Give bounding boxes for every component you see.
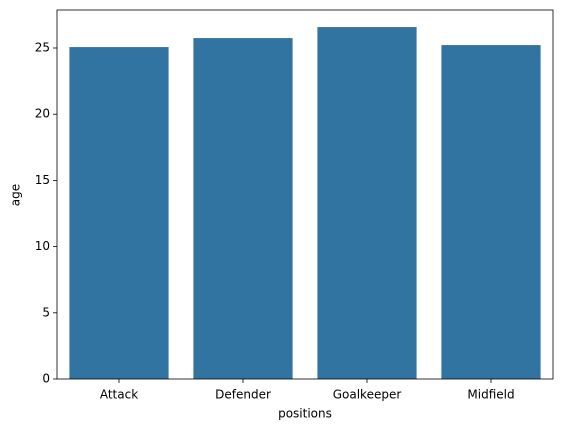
y-tick-label: 10 (35, 239, 50, 253)
y-tick-label: 20 (35, 107, 50, 121)
x-axis-label: positions (278, 407, 332, 421)
bar (317, 27, 417, 380)
x-tick-label: Goalkeeper (333, 388, 402, 402)
plot-frame (56, 9, 554, 380)
y-tick-label: 25 (35, 40, 50, 54)
y-tick-label: 5 (42, 305, 50, 319)
bar (441, 45, 541, 379)
x-tick-label: Defender (215, 388, 271, 402)
y-tick-label: 15 (35, 173, 50, 187)
x-tick-label: Midfield (467, 388, 514, 402)
y-axis-label: age (9, 184, 23, 206)
bar (69, 47, 169, 380)
x-tick-label: Attack (100, 388, 138, 402)
y-tick-label: 0 (42, 372, 50, 386)
bar (193, 38, 293, 380)
